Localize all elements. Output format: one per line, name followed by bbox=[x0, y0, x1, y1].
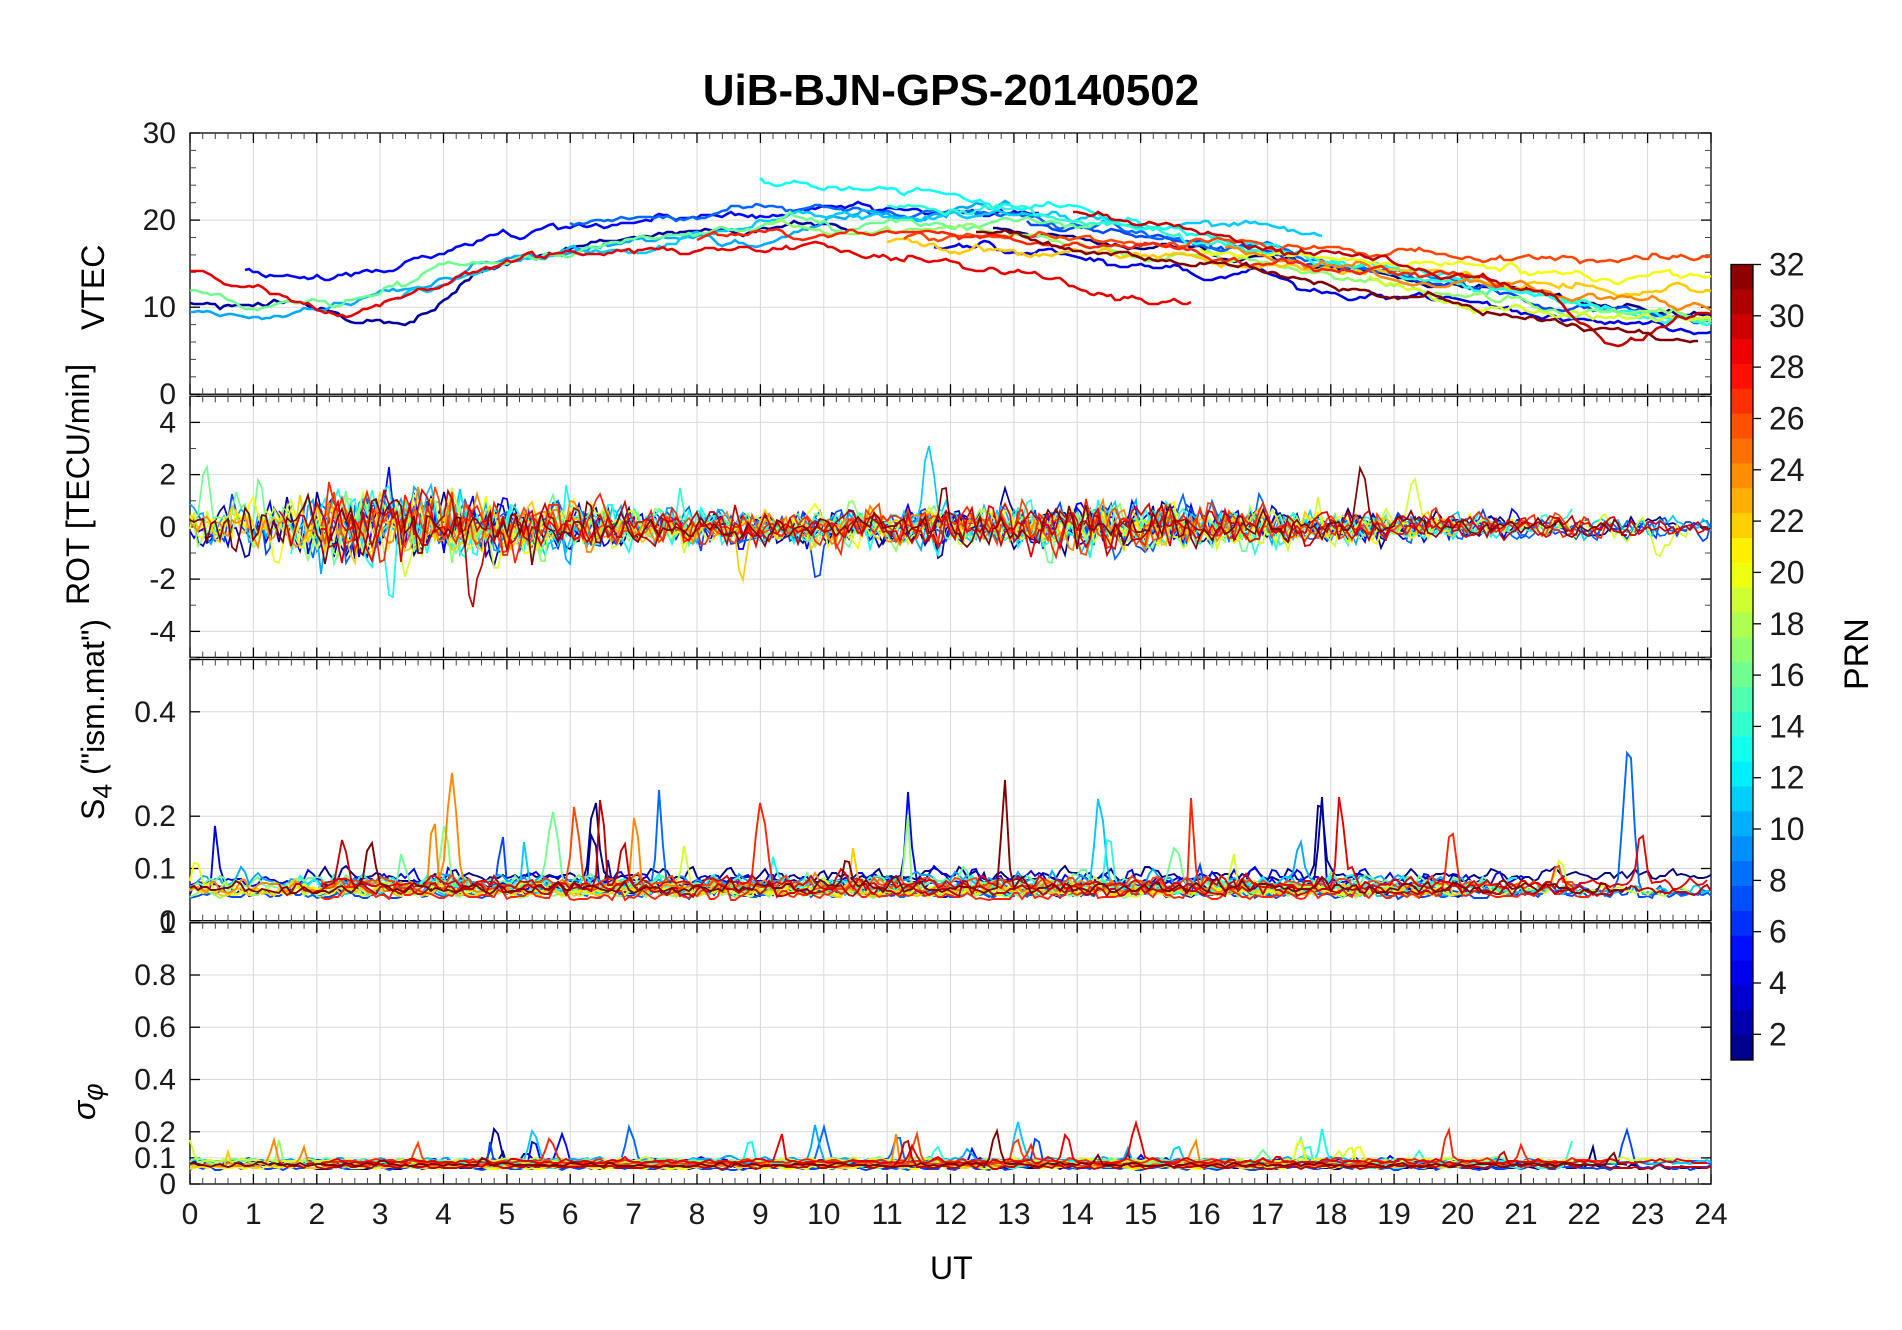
svg-text:4: 4 bbox=[1769, 965, 1787, 1001]
svg-text:22: 22 bbox=[1568, 1198, 1601, 1231]
svg-text:8: 8 bbox=[689, 1198, 706, 1231]
svg-text:2: 2 bbox=[308, 1198, 325, 1231]
svg-text:20: 20 bbox=[1769, 554, 1805, 590]
svg-text:17: 17 bbox=[1251, 1198, 1284, 1231]
svg-text:28: 28 bbox=[1769, 349, 1805, 385]
svg-text:13: 13 bbox=[997, 1198, 1030, 1231]
svg-text:24: 24 bbox=[1694, 1198, 1727, 1231]
svg-text:20: 20 bbox=[143, 204, 176, 237]
svg-text:1: 1 bbox=[245, 1198, 262, 1231]
svg-text:18: 18 bbox=[1769, 606, 1805, 642]
svg-text:30: 30 bbox=[1769, 298, 1805, 334]
svg-text:8: 8 bbox=[1769, 862, 1787, 898]
svg-text:16: 16 bbox=[1187, 1198, 1220, 1231]
svg-text:21: 21 bbox=[1504, 1198, 1537, 1231]
svg-text:0.2: 0.2 bbox=[134, 1116, 176, 1149]
svg-text:11: 11 bbox=[872, 1198, 903, 1231]
svg-text:7: 7 bbox=[625, 1198, 642, 1231]
svg-text:20: 20 bbox=[1441, 1198, 1474, 1231]
svg-text:19: 19 bbox=[1377, 1198, 1410, 1231]
svg-text:15: 15 bbox=[1124, 1198, 1157, 1231]
svg-text:26: 26 bbox=[1769, 401, 1805, 437]
svg-text:2: 2 bbox=[159, 459, 176, 492]
svg-text:3: 3 bbox=[372, 1198, 389, 1231]
svg-text:16: 16 bbox=[1769, 657, 1805, 693]
svg-text:10: 10 bbox=[1769, 811, 1805, 847]
svg-text:0: 0 bbox=[182, 1198, 199, 1231]
svg-text:0.4: 0.4 bbox=[134, 696, 176, 729]
svg-text:0.2: 0.2 bbox=[134, 800, 176, 833]
svg-text:10: 10 bbox=[807, 1198, 840, 1231]
svg-text:0.8: 0.8 bbox=[134, 959, 176, 992]
svg-text:32: 32 bbox=[1769, 247, 1805, 283]
svg-text:0.4: 0.4 bbox=[134, 1064, 176, 1097]
svg-text:14: 14 bbox=[1769, 708, 1805, 744]
svg-text:12: 12 bbox=[1769, 760, 1805, 796]
svg-text:30: 30 bbox=[143, 117, 176, 150]
svg-text:10: 10 bbox=[143, 291, 176, 324]
svg-text:14: 14 bbox=[1061, 1198, 1094, 1231]
svg-text:-2: -2 bbox=[149, 563, 176, 596]
svg-text:5: 5 bbox=[499, 1198, 516, 1231]
svg-text:0.6: 0.6 bbox=[134, 1011, 176, 1044]
svg-text:4: 4 bbox=[159, 406, 176, 439]
svg-text:18: 18 bbox=[1314, 1198, 1347, 1231]
svg-text:-4: -4 bbox=[149, 615, 176, 648]
svg-text:0.1: 0.1 bbox=[134, 853, 176, 886]
svg-text:6: 6 bbox=[562, 1198, 579, 1231]
svg-text:22: 22 bbox=[1769, 503, 1805, 539]
svg-text:12: 12 bbox=[934, 1198, 967, 1231]
svg-text:1: 1 bbox=[159, 907, 176, 940]
svg-text:24: 24 bbox=[1769, 452, 1805, 488]
svg-text:9: 9 bbox=[752, 1198, 769, 1231]
svg-text:2: 2 bbox=[1769, 1016, 1787, 1052]
svg-text:23: 23 bbox=[1631, 1198, 1664, 1231]
svg-text:4: 4 bbox=[435, 1198, 452, 1231]
svg-text:0: 0 bbox=[159, 511, 176, 544]
svg-text:6: 6 bbox=[1769, 914, 1787, 950]
